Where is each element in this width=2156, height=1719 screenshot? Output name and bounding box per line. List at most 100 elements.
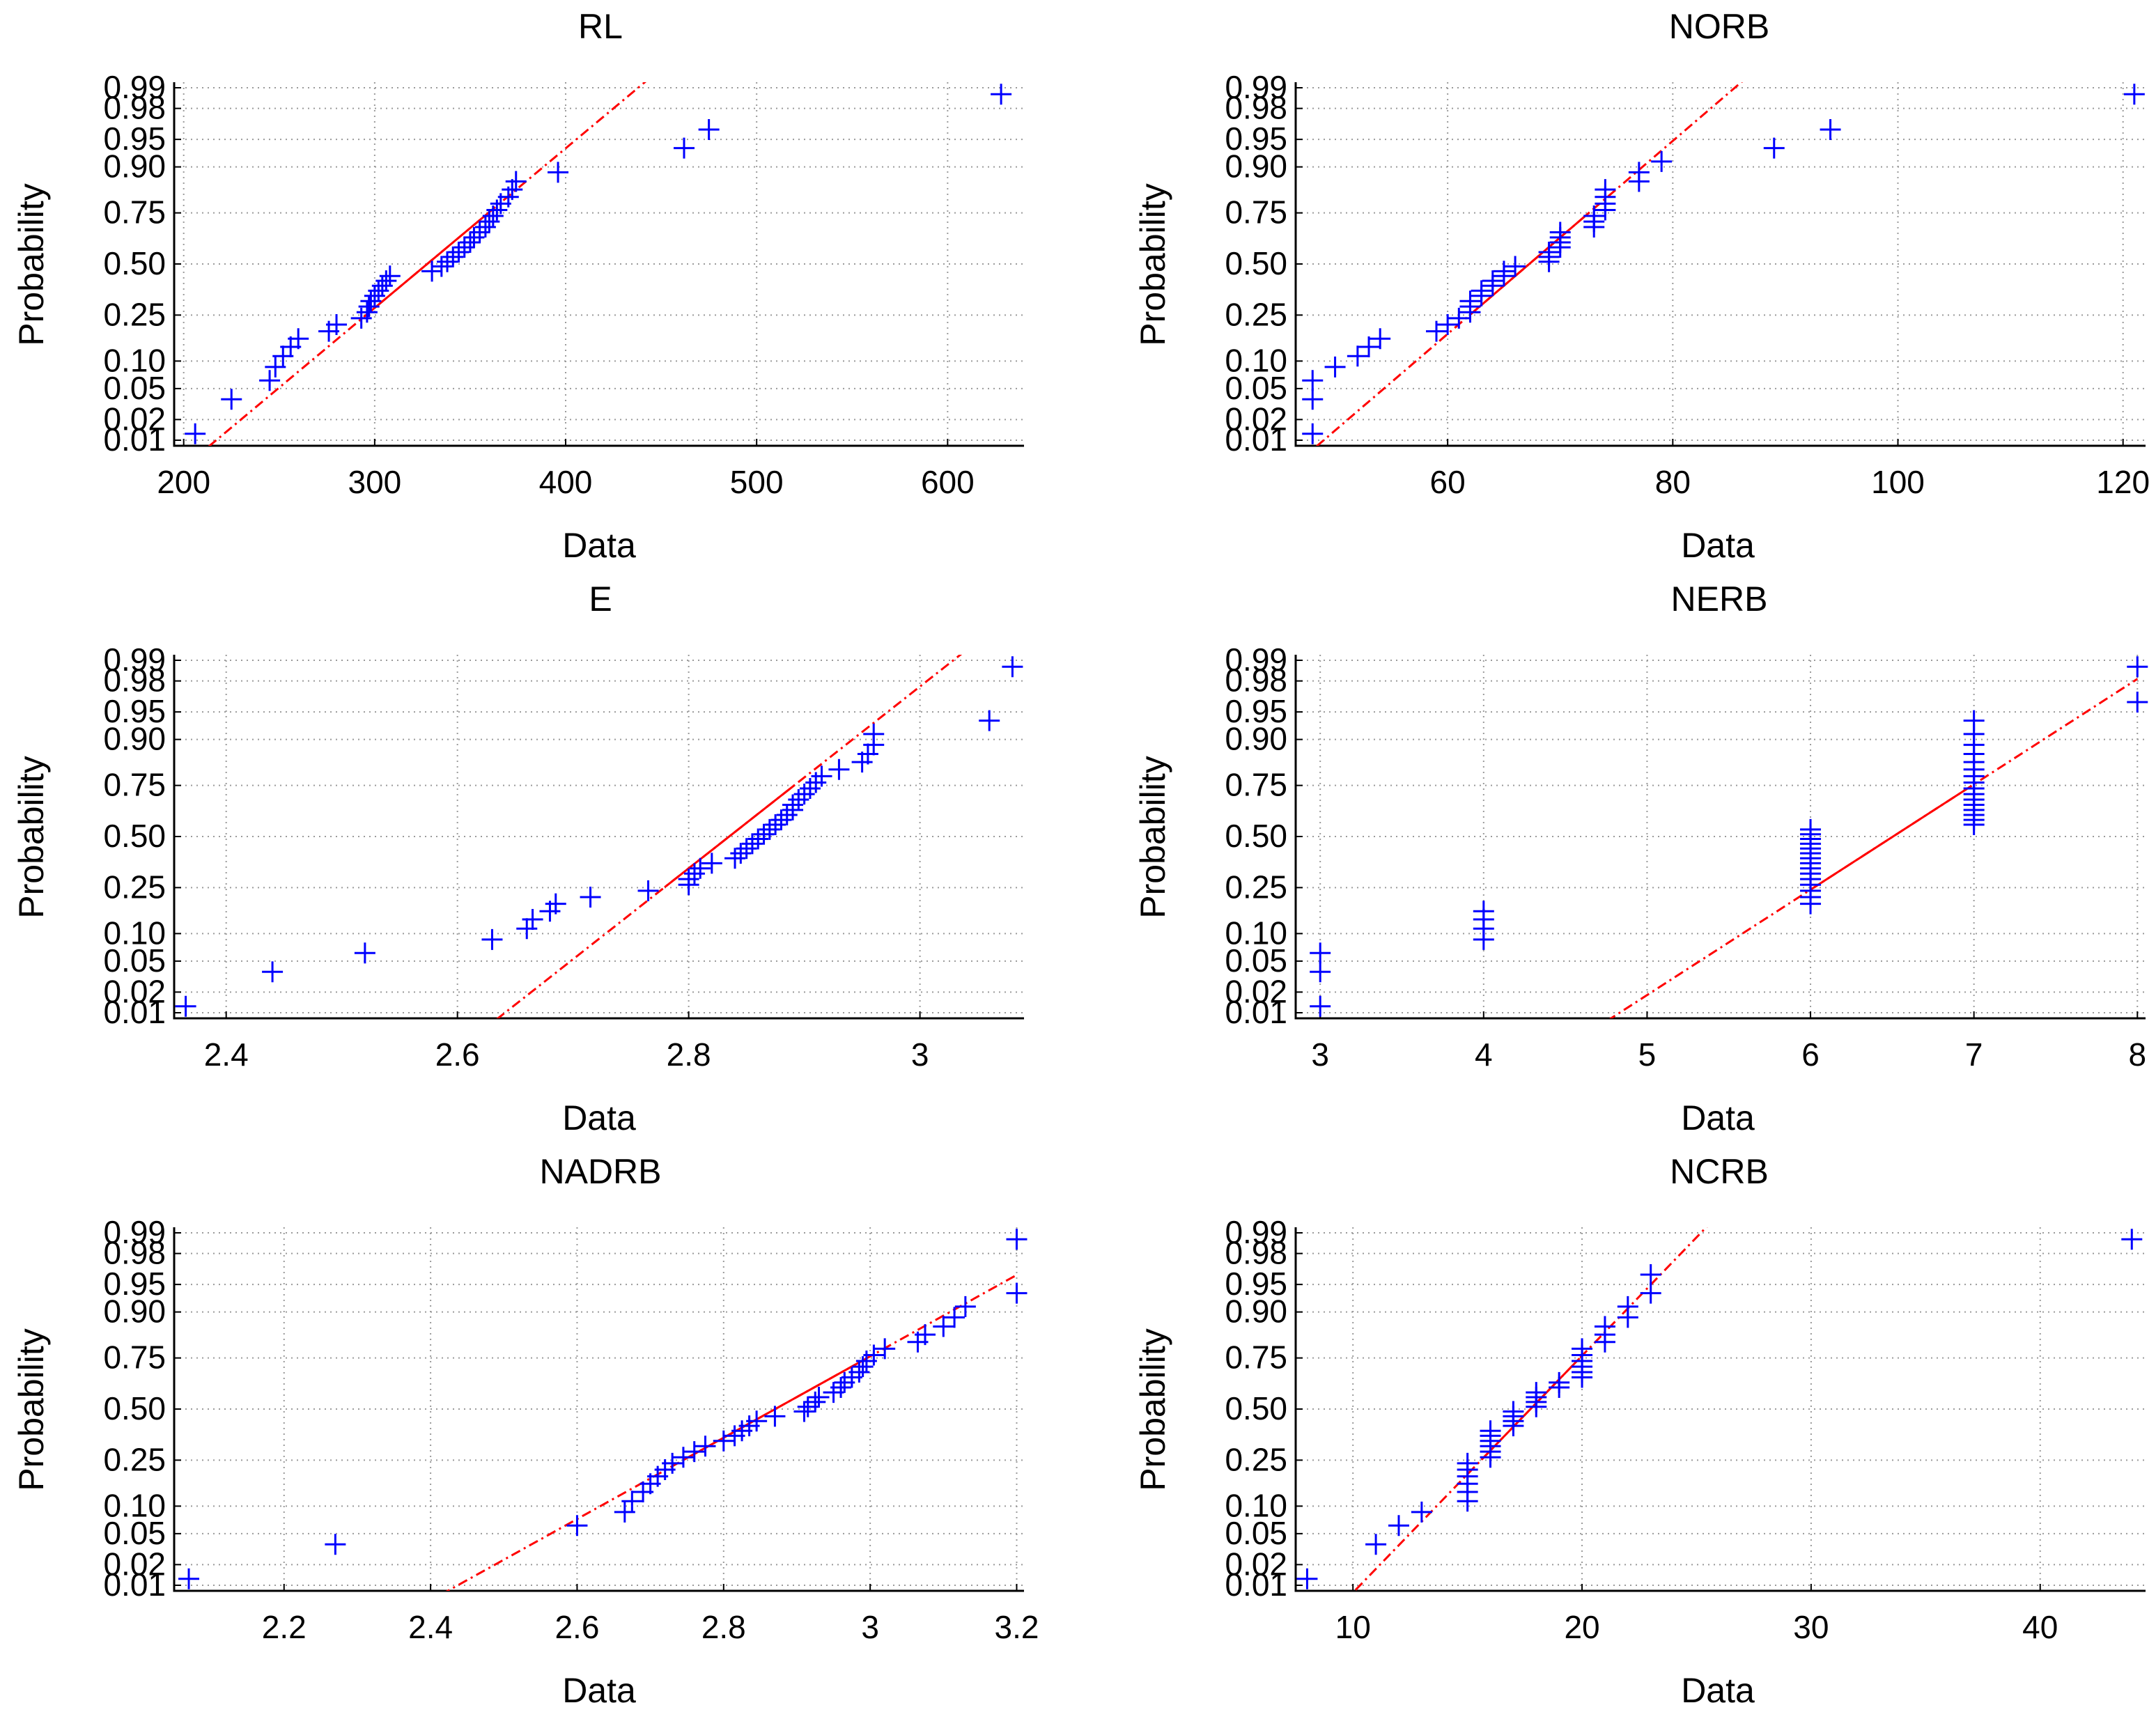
- data-point: [354, 942, 375, 964]
- y-tick-label: 0.05: [1225, 942, 1287, 979]
- data-point: [1324, 356, 1346, 378]
- axes: [173, 655, 1024, 1020]
- y-axis-label: Probability: [1133, 1328, 1172, 1491]
- y-tick-label: 0.99: [1225, 641, 1287, 678]
- data-point: [516, 918, 538, 940]
- x-tick-label: 3: [911, 1036, 929, 1073]
- data-point: [474, 216, 496, 238]
- data-point: [1800, 818, 1822, 840]
- x-tick-label: 3.2: [995, 1609, 1039, 1645]
- y-tick-label: 0.90: [1225, 721, 1287, 757]
- data-point: [690, 857, 711, 879]
- data-point: [852, 1356, 874, 1378]
- data-point: [1302, 389, 1324, 410]
- data-point: [421, 260, 443, 282]
- y-tick-label: 0.98: [103, 662, 166, 699]
- data-point: [764, 1406, 786, 1427]
- y-tick-label: 0.95: [103, 1266, 166, 1302]
- data-point: [621, 1491, 643, 1512]
- x-tick-label: 4: [1475, 1036, 1493, 1073]
- y-tick-label: 0.50: [103, 245, 166, 281]
- y-tick-label: 0.25: [1225, 1441, 1287, 1477]
- data-point: [863, 723, 885, 745]
- data-point: [759, 818, 780, 840]
- data-point: [375, 270, 397, 292]
- data-point: [1002, 656, 1023, 678]
- data-point: [788, 789, 809, 810]
- data-point: [221, 389, 242, 410]
- data-point: [431, 256, 452, 277]
- data-point: [793, 1401, 815, 1422]
- x-tick-label: 3: [1311, 1036, 1329, 1073]
- y-tick-label: 0.05: [103, 1515, 166, 1551]
- y-tick-label: 0.02: [103, 973, 166, 1009]
- data-point: [724, 848, 746, 869]
- x-tick-label: 8: [2128, 1036, 2146, 1073]
- y-tick-label: 0.02: [1225, 400, 1287, 437]
- data-point: [944, 1307, 965, 1328]
- data-point: [1358, 336, 1380, 357]
- data-point: [1820, 119, 1841, 141]
- data-point: [1302, 370, 1324, 391]
- data-point: [747, 828, 769, 850]
- data-point: [1473, 901, 1494, 922]
- data-point: [857, 743, 878, 765]
- data-point: [1296, 1568, 1318, 1589]
- y-tick-label: 0.75: [103, 1339, 166, 1376]
- y-tick-label: 0.90: [103, 1293, 166, 1330]
- data-point: [637, 880, 659, 901]
- data-point: [1411, 1501, 1432, 1523]
- data-point: [736, 838, 757, 859]
- data-point: [262, 961, 284, 983]
- y-tick-label: 0.05: [1225, 370, 1287, 406]
- data-point: [713, 1430, 734, 1452]
- data-point: [505, 171, 527, 192]
- y-tick-label: 0.05: [1225, 1515, 1287, 1551]
- x-tick-label: 3: [861, 1609, 879, 1645]
- data-point: [799, 778, 821, 800]
- y-tick-label: 0.10: [1225, 915, 1287, 951]
- data-point: [1595, 179, 1616, 201]
- y-axis-label: Probability: [1133, 183, 1172, 345]
- x-tick-label: 120: [2096, 464, 2150, 500]
- y-tick-label: 0.10: [1225, 1487, 1287, 1523]
- chart-title: RL: [578, 7, 623, 46]
- data-point: [808, 1387, 830, 1408]
- x-axis-label: Data: [562, 1098, 636, 1137]
- data-point: [662, 1452, 683, 1474]
- x-axis-label: Data: [1681, 526, 1755, 565]
- y-tick-label: 0.99: [1225, 1214, 1287, 1250]
- chart-title: E: [589, 580, 612, 619]
- data-point: [1617, 1296, 1638, 1317]
- data-point: [459, 232, 481, 254]
- x-tick-label: 20: [1564, 1609, 1599, 1645]
- x-tick-label: 100: [1871, 464, 1925, 500]
- data-point: [2123, 84, 2145, 105]
- data-point: [178, 1568, 200, 1589]
- data-point: [683, 863, 705, 885]
- data-point: [442, 246, 464, 267]
- x-tick-label: 2.6: [435, 1036, 480, 1073]
- data-point: [1425, 320, 1447, 342]
- y-tick-label: 0.10: [103, 342, 166, 378]
- data-point: [2127, 656, 2148, 678]
- data-point: [1310, 961, 1331, 983]
- chart-title: NCRB: [1670, 1152, 1769, 1191]
- data-point: [1640, 1264, 1661, 1286]
- data-point: [453, 237, 475, 258]
- reference-line-quartile: [1813, 784, 1973, 889]
- x-axis-label: Data: [1681, 1671, 1755, 1710]
- data-point: [793, 784, 815, 805]
- y-tick-label: 0.99: [1225, 69, 1287, 105]
- data-point: [933, 1316, 954, 1337]
- reference-line-quartile: [1469, 212, 1590, 316]
- data-point: [851, 752, 873, 773]
- y-tick-label: 0.01: [1225, 421, 1287, 458]
- data-point: [811, 765, 832, 787]
- data-point: [1538, 242, 1560, 263]
- x-tick-label: 2.2: [262, 1609, 307, 1645]
- x-tick-label: 2.8: [667, 1036, 711, 1073]
- data-point: [481, 928, 503, 950]
- y-axis-label: Probability: [12, 183, 51, 345]
